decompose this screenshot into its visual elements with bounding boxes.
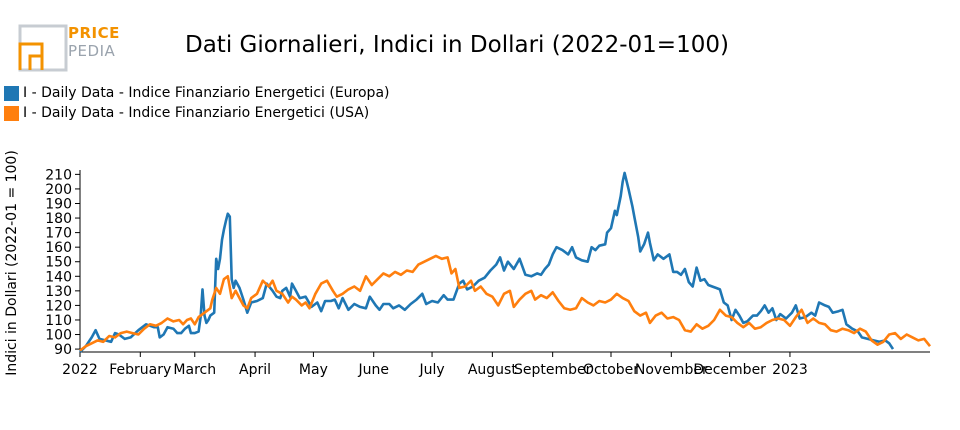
x-tick-label: March xyxy=(173,362,216,378)
x-tick-label: May xyxy=(299,362,328,378)
legend-swatch-europe xyxy=(4,85,19,101)
y-tick-label: 150 xyxy=(45,255,72,271)
series-line-europe xyxy=(79,171,895,353)
x-tick-label: October xyxy=(583,362,639,378)
y-tick-label: 90 xyxy=(54,342,72,358)
x-tick-label: February xyxy=(109,362,171,378)
series-layer xyxy=(79,171,932,353)
logo-text-pedia: PEDIA xyxy=(68,42,116,60)
x-tick-label: 2022 xyxy=(62,362,98,378)
x-tick-label: December xyxy=(693,362,766,378)
y-axis-label: Indici in Dollari (2022-01 = 100) xyxy=(4,150,20,376)
y-tick-label: 140 xyxy=(45,269,72,285)
legend-label-europe: I - Daily Data - Indice Finanziario Ener… xyxy=(23,85,390,101)
x-tick-label: November xyxy=(635,362,708,378)
legend-item-europe[interactable]: I - Daily Data - Indice Finanziario Ener… xyxy=(4,84,389,102)
y-tick-label: 200 xyxy=(45,182,72,198)
x-tick-label: July xyxy=(418,362,444,378)
y-tick-label: 170 xyxy=(45,226,72,242)
x-tick-label: June xyxy=(357,362,389,378)
legend-swatch-usa xyxy=(4,105,19,121)
y-tick-label: 120 xyxy=(45,298,72,314)
y-tick-label: 180 xyxy=(45,211,72,227)
x-tick-label: August xyxy=(468,362,518,378)
legend-item-usa[interactable]: I - Daily Data - Indice Finanziario Ener… xyxy=(4,104,369,122)
x-tick-label: 2023 xyxy=(772,362,808,378)
series-line-usa xyxy=(79,254,932,352)
y-tick-label: 160 xyxy=(45,240,72,256)
logo-text-price: PRICE xyxy=(68,24,120,42)
y-tick-label: 190 xyxy=(45,196,72,212)
y-tick-label: 210 xyxy=(45,167,72,183)
x-tick-label: September xyxy=(514,362,592,378)
x-tick-label: April xyxy=(239,362,271,378)
pricepedia-logo-icon xyxy=(18,24,68,72)
y-tick-label: 130 xyxy=(45,284,72,300)
chart-title: Dati Giornalieri, Indici in Dollari (202… xyxy=(185,32,729,58)
y-tick-label: 100 xyxy=(45,328,72,344)
y-tick-label: 110 xyxy=(45,313,72,329)
legend-label-usa: I - Daily Data - Indice Finanziario Ener… xyxy=(23,105,370,121)
